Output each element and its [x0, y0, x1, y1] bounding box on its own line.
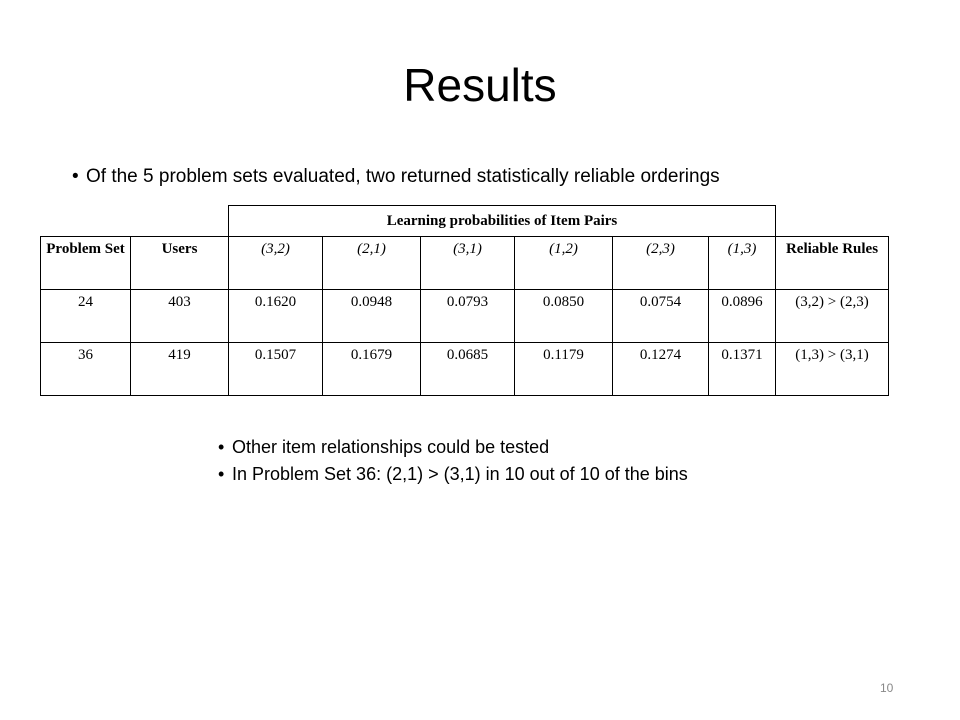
column-header: (1,2) [514, 236, 613, 290]
column-header: Reliable Rules [775, 236, 889, 290]
group-header: Learning probabilities of Item Pairs [228, 205, 776, 237]
table-cell: 0.1620 [228, 289, 323, 343]
blank-cell [41, 206, 229, 237]
page-number: 10 [880, 681, 894, 695]
column-header: (1,3) [708, 236, 776, 290]
table-cell: 0.1371 [708, 342, 776, 396]
header-row: Problem Set Users (3,2) (2,1) (3,1) (1,2) (2,3… [40, 236, 889, 290]
table-cell: 419 [130, 342, 229, 396]
table-cell: 0.1179 [514, 342, 613, 396]
table-cell: 0.0948 [322, 289, 421, 343]
bullet: In Problem Set 36: (2,1) > (3,1) in 10 o… [218, 461, 688, 488]
table-cell: 24 [40, 289, 131, 343]
bullet: Other item relationships could be tested [218, 434, 688, 461]
table-row: 24 403 0.1620 0.0948 0.0793 0.0850 0.0754 0.089… [40, 289, 889, 343]
column-header: (2,1) [322, 236, 421, 290]
table-cell: (1,3) > (3,1) [775, 342, 889, 396]
table-cell: 0.1274 [612, 342, 709, 396]
table-row: 36 419 0.1507 0.1679 0.0685 0.1179 0.1274 0.137… [40, 342, 889, 396]
blank-cell [776, 206, 889, 237]
column-header: (2,3) [612, 236, 709, 290]
column-header: (3,1) [420, 236, 515, 290]
table-cell: 0.1679 [322, 342, 421, 396]
table-cell: 0.1507 [228, 342, 323, 396]
table-cell: 0.0896 [708, 289, 776, 343]
table-cell: 36 [40, 342, 131, 396]
table-cell: (3,2) > (2,3) [775, 289, 889, 343]
table-cell: 0.0754 [612, 289, 709, 343]
bullet: Of the 5 problem sets evaluated, two ret… [72, 166, 720, 188]
table-cell: 403 [130, 289, 229, 343]
table-cell: 0.0793 [420, 289, 515, 343]
bullet-list: Of the 5 problem sets evaluated, two ret… [72, 166, 720, 188]
column-header: Users [130, 236, 229, 290]
column-header: (3,2) [228, 236, 323, 290]
bullet-list: Other item relationships could be tested… [218, 434, 688, 488]
slide-title: Results [403, 59, 557, 111]
table-cell: 0.0685 [420, 342, 515, 396]
results-table: Learning probabilities of Item Pairs Prob… [40, 205, 889, 396]
group-header-row: Learning probabilities of Item Pairs [41, 205, 889, 237]
column-header: Problem Set [40, 236, 131, 290]
table-cell: 0.0850 [514, 289, 613, 343]
